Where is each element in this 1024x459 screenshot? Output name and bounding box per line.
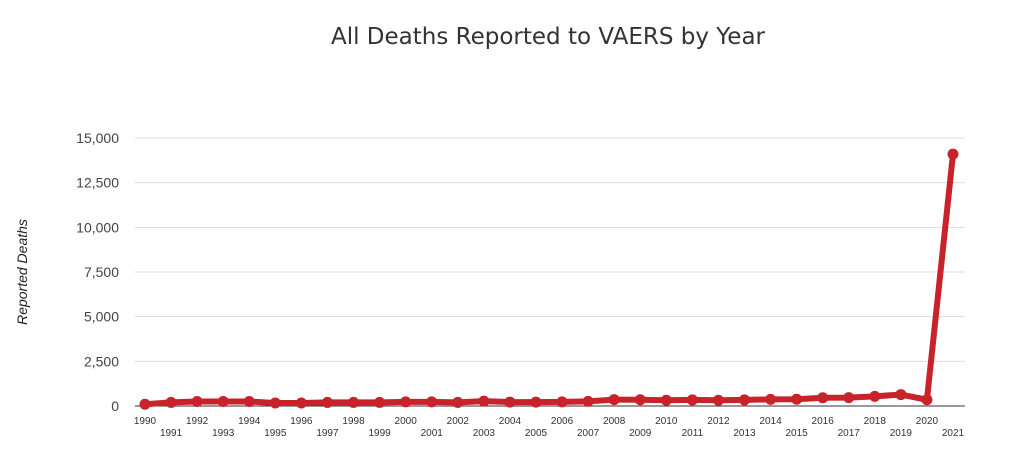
data-point [895,389,907,401]
x-tick-label: 1990 [134,416,157,427]
x-tick-label: 2015 [785,428,808,439]
x-tick-label: 1993 [212,428,235,439]
x-tick-label: 2017 [838,428,861,439]
x-tick-label: 2016 [812,416,835,427]
data-point [478,395,490,407]
data-point [608,394,620,406]
x-tick-label: 2019 [890,428,913,439]
x-tick-label: 2012 [707,416,730,427]
data-point [869,390,881,402]
x-tick-label: 1996 [290,416,313,427]
data-point [738,394,750,406]
x-tick-label: 1998 [342,416,365,427]
x-tick-label: 2008 [603,416,626,427]
data-point [295,397,307,409]
x-tick-label: 2006 [551,416,574,427]
data-point [217,396,229,408]
data-point [660,394,672,406]
x-tick-label: 2009 [629,428,652,439]
x-tick-label: 2014 [759,416,782,427]
data-line [144,153,956,408]
data-point [400,396,412,408]
x-tick-label: 1997 [316,428,339,439]
data-point [765,393,777,405]
x-tick-label: 2000 [395,416,418,427]
y-tick-label: 12,500 [76,175,119,191]
data-point [139,398,151,410]
data-point [348,396,360,408]
data-point [712,394,724,406]
y-tick-label: 15,000 [76,130,119,146]
data-point [504,396,516,408]
x-tick-label: 2011 [682,428,704,439]
x-tick-label: 2010 [655,416,678,427]
y-tick-label: 10,000 [76,219,119,235]
data-point [452,396,464,408]
y-tick-label: 5,000 [84,309,119,325]
x-tick-label: 2004 [499,416,522,427]
y-tick-label: 0 [111,398,119,414]
data-point [556,396,568,408]
y-tick-label: 2,500 [84,353,119,369]
x-tick-label: 2003 [473,428,496,439]
data-point [921,394,933,406]
data-point [791,393,803,405]
x-tick-label: 2001 [421,428,444,439]
data-point [165,396,177,408]
x-tick-label: 1992 [186,416,209,427]
data-point [686,394,698,406]
data-point [530,396,542,408]
data-point [582,395,594,407]
data-point [374,396,386,408]
y-tick-label: 7,500 [84,264,119,280]
x-tick-label: 1994 [238,416,261,427]
x-tick-label: 2021 [942,428,965,439]
data-point [817,392,829,404]
data-point [947,148,959,160]
data-point [843,392,855,404]
x-tick-label: 2002 [447,416,470,427]
x-tick-label: 2020 [916,416,939,427]
data-point [321,396,333,408]
x-tick-label: 1995 [264,428,287,439]
x-tick-label: 1991 [160,428,183,439]
x-tick-label: 2013 [733,428,756,439]
chart-title: All Deaths Reported to VAERS by Year [330,24,765,50]
x-tick-label: 1999 [368,428,391,439]
x-tick-label: 2018 [864,416,887,427]
x-tick-label: 2005 [525,428,548,439]
x-tick-label: 2007 [577,428,600,439]
data-point [634,394,646,406]
data-point [426,396,438,408]
data-point [269,397,281,409]
data-point [243,396,255,408]
data-point [191,396,203,408]
